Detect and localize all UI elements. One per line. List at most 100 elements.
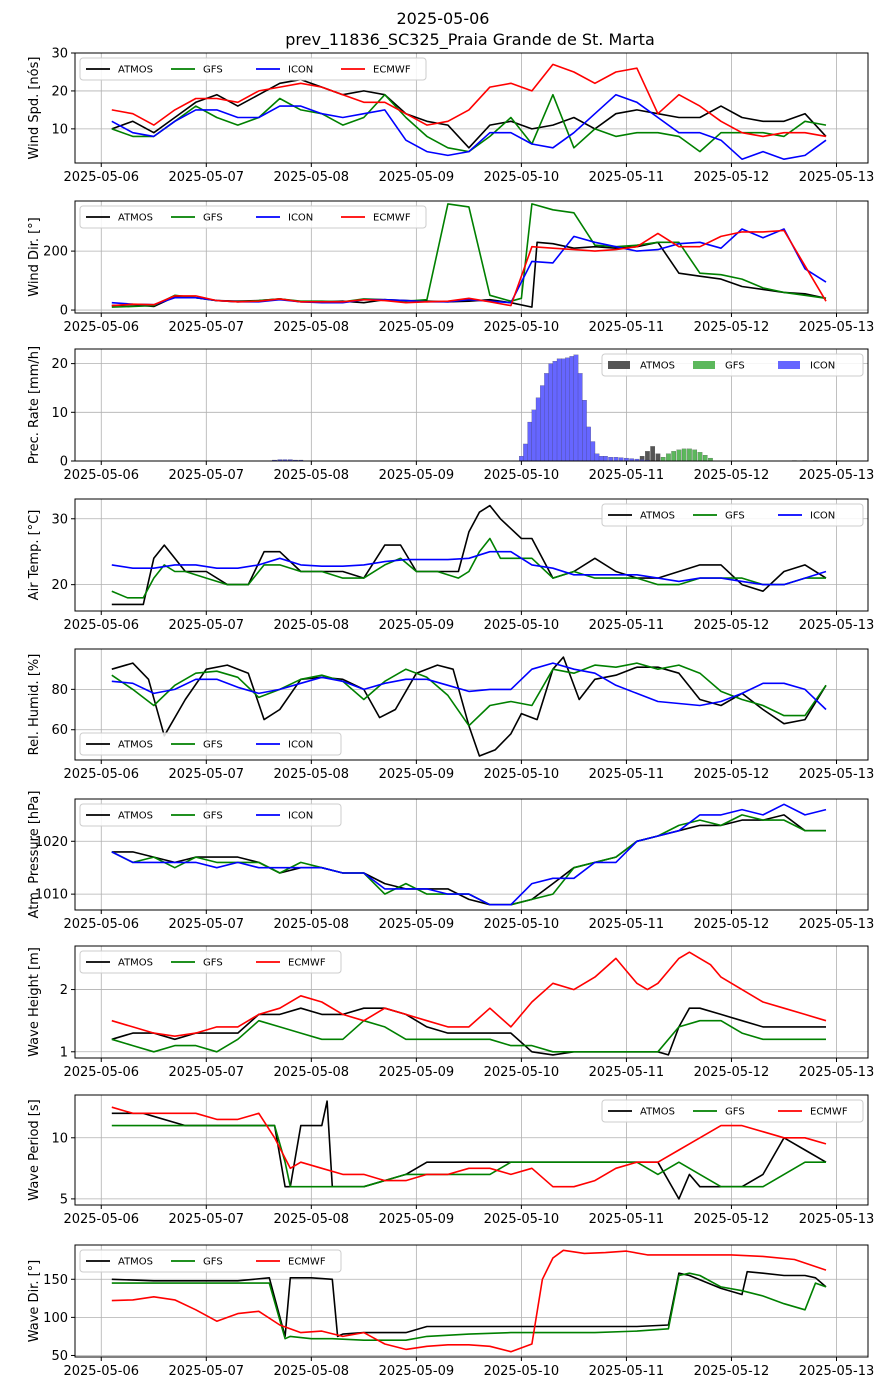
bar-icon	[603, 456, 608, 461]
y-tick-label: 1020	[35, 835, 68, 850]
x-tick-label: 2025-05-09	[379, 468, 455, 483]
legend-label-gfs: GFS	[203, 65, 223, 76]
plot-area	[111, 1100, 827, 1200]
y-tick-label: 80	[51, 683, 68, 698]
legend-box	[601, 1099, 864, 1123]
x-tick-label: 2025-05-11	[589, 618, 665, 633]
legend-label-icon: ICON	[288, 213, 313, 224]
legend-box	[79, 1249, 342, 1273]
series-line-atmos	[111, 656, 827, 757]
x-tick-label: 2025-05-12	[694, 917, 770, 932]
bar-icon	[523, 443, 528, 461]
plot-area	[272, 354, 818, 461]
x-tick-label: 2025-05-06	[63, 320, 139, 335]
plot-area	[111, 1249, 827, 1353]
legend-label-ecmwf: ECMWF	[288, 958, 326, 969]
x-tick-label: 2025-05-11	[589, 1065, 665, 1080]
bar-icon	[608, 457, 613, 461]
bar-icon	[594, 453, 600, 461]
series-line-atmos	[111, 1270, 827, 1338]
y-axis-label: Wave Dir. [°]	[27, 1260, 42, 1343]
legend-label-ecmwf: ECMWF	[373, 65, 411, 76]
bar-gfs	[687, 448, 692, 461]
axes-frame	[74, 498, 869, 612]
x-tick-label: 2025-05-09	[379, 170, 455, 185]
x-tick-label: 2025-05-13	[799, 767, 875, 782]
y-tick-label: 10	[51, 1131, 68, 1146]
x-tick-label: 2025-05-13	[799, 1212, 875, 1227]
x-tick-label: 2025-05-13	[799, 1364, 875, 1379]
axes-frame	[74, 798, 869, 911]
x-tick-label: 2025-05-08	[274, 468, 350, 483]
x-tick-label: 2025-05-06	[63, 468, 139, 483]
series-line-atmos	[111, 504, 827, 606]
legend-label-atmos: ATMOS	[640, 511, 675, 522]
bar-icon	[556, 358, 562, 461]
plot-area	[111, 803, 827, 906]
legend-box	[79, 803, 342, 827]
x-tick-label: 2025-05-07	[169, 1065, 245, 1080]
legend-label-atmos: ATMOS	[118, 1257, 153, 1268]
legend-swatch-atmos	[608, 361, 630, 369]
x-tick-label: 2025-05-11	[589, 320, 665, 335]
bar-icon	[590, 441, 596, 461]
x-tick-label: 2025-05-08	[274, 618, 350, 633]
panel-3: 0 10 20 2025-05-06 2025-05-07 2025-05-08 2025-…	[27, 346, 874, 483]
y-axis-label: Wave Height [m]	[27, 947, 42, 1057]
axes-frame	[74, 348, 869, 462]
bar-gfs	[660, 457, 666, 461]
legend: ATMOS GFS ICON	[601, 353, 864, 377]
y-tick-label: 1	[60, 1045, 68, 1060]
axes-frame	[74, 1244, 869, 1358]
y-tick-label: 200	[43, 245, 68, 260]
series-line-ecmwf	[111, 951, 827, 1037]
bar-icon	[527, 421, 533, 461]
x-tick-label: 2025-05-13	[799, 170, 875, 185]
y-axis-label: Wind Dir. [°]	[27, 217, 42, 297]
x-tick-label: 2025-05-10	[484, 468, 560, 483]
y-tick-label: 30	[51, 47, 68, 62]
plot-area	[111, 63, 827, 160]
x-tick-label: 2025-05-09	[379, 767, 455, 782]
panel-8: 5 10 2025-05-06 2025-05-07 2025-05-08 2025-05…	[27, 1094, 875, 1227]
panel-7: 1 2 2025-05-06 2025-05-07 2025-05-08 2025-05-…	[27, 945, 875, 1080]
axes-frame	[74, 200, 869, 314]
figure-title: 2025-05-06	[397, 9, 490, 28]
y-tick-label: 20	[51, 578, 68, 593]
legend-box	[79, 950, 342, 974]
x-tick-label: 2025-05-06	[63, 1364, 139, 1379]
legend-label-atmos: ATMOS	[118, 811, 153, 822]
panel-4: 20 30 2025-05-06 2025-05-07 2025-05-08 2025-0…	[27, 498, 874, 633]
legend-label-icon: ICON	[288, 811, 313, 822]
legend-label-icon: ICON	[288, 65, 313, 76]
y-tick-label: 0	[60, 455, 68, 470]
legend-label-icon: ICON	[810, 511, 835, 522]
x-tick-label: 2025-05-13	[799, 320, 875, 335]
legend-label-atmos: ATMOS	[640, 361, 675, 372]
y-axis-label: Prec. Rate [mm/h]	[27, 346, 42, 464]
legend: ATMOS GFS ECMWF	[601, 1099, 864, 1123]
legend-label-icon: ICON	[810, 361, 835, 372]
x-tick-label: 2025-05-08	[274, 917, 350, 932]
x-tick-label: 2025-05-12	[694, 1212, 770, 1227]
legend-label-atmos: ATMOS	[118, 958, 153, 969]
bar-icon	[519, 456, 524, 461]
legend: ATMOS GFS ICON ECMWF	[79, 205, 427, 229]
x-tick-label: 2025-05-13	[799, 1065, 875, 1080]
x-tick-label: 2025-05-10	[484, 1212, 560, 1227]
x-tick-label: 2025-05-07	[169, 468, 245, 483]
x-tick-label: 2025-05-09	[379, 917, 455, 932]
x-tick-label: 2025-05-12	[694, 468, 770, 483]
axes-frame	[74, 52, 869, 164]
bar-atmos	[650, 446, 655, 461]
series-line-gfs	[111, 1019, 826, 1053]
bar-gfs	[671, 451, 676, 461]
series-line-gfs	[111, 1272, 827, 1341]
legend-label-gfs: GFS	[725, 511, 745, 522]
legend: ATMOS GFS ICON	[79, 732, 342, 756]
y-tick-label: 1010	[35, 888, 68, 903]
x-tick-label: 2025-05-06	[63, 917, 139, 932]
legend: ATMOS GFS ICON ECMWF	[79, 57, 427, 81]
x-tick-label: 2025-05-06	[63, 1212, 139, 1227]
x-tick-label: 2025-05-11	[589, 1212, 665, 1227]
